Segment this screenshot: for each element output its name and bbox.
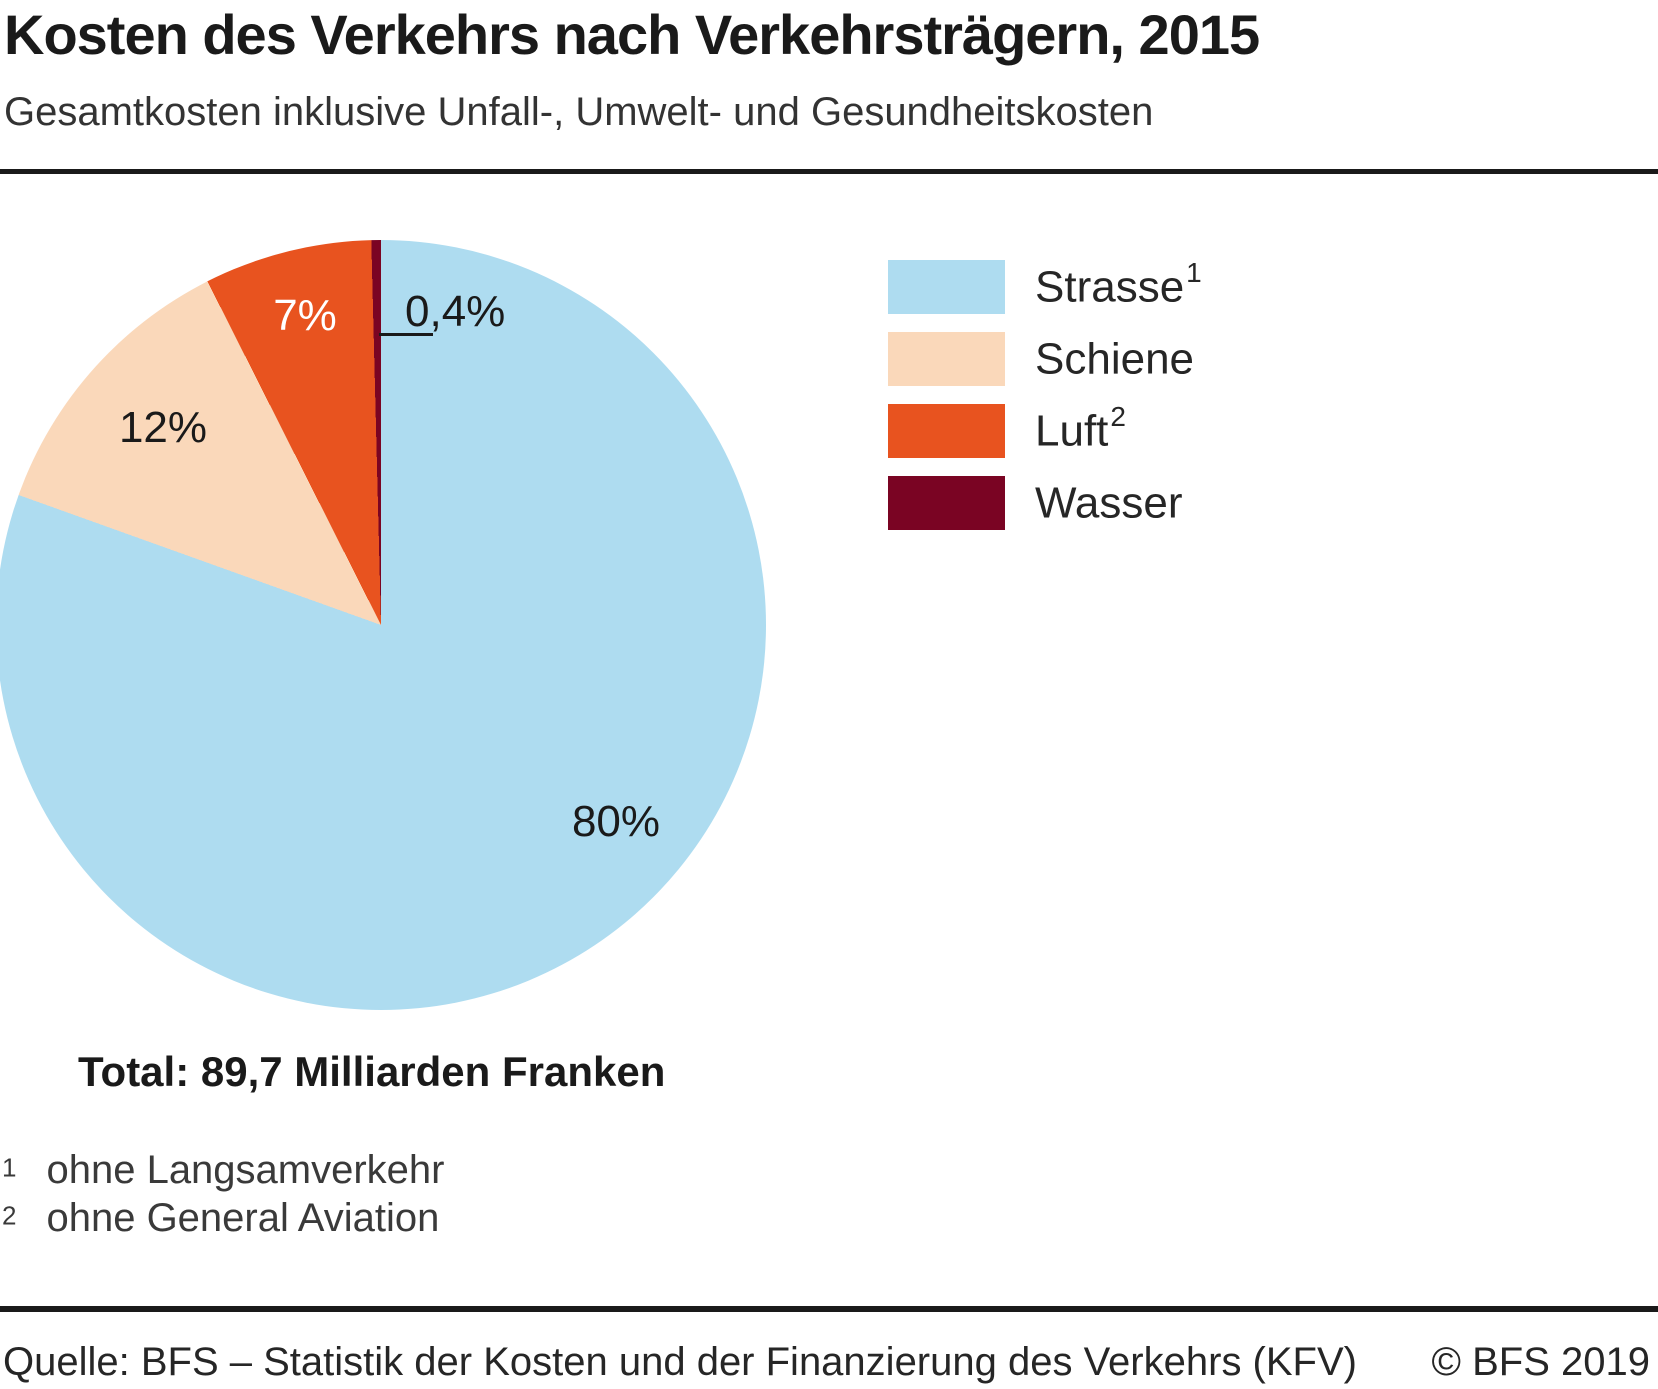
total-label: Total: 89,7 Milliarden Franken: [78, 1048, 666, 1095]
slice-label-wasser: 0,4%: [405, 287, 506, 336]
slice-label-luft: 7%: [273, 291, 337, 340]
slice-label-strasse: 80%: [571, 797, 661, 846]
footnote-marker: 2: [2, 1200, 17, 1231]
legend-footnote-ref: 2: [1110, 401, 1126, 433]
legend-item-wasser: Wasser: [888, 476, 1202, 530]
legend-label-text: Luft: [1035, 406, 1109, 456]
slice-label-schiene: 12%: [118, 403, 208, 452]
source-text: Quelle: BFS – Statistik der Kosten und d…: [3, 1340, 1357, 1384]
legend: Strasse1 Schiene Luft2 Wasser: [888, 257, 1202, 548]
legend-item-schiene: Schiene: [888, 332, 1202, 386]
legend-swatch-luft: [888, 404, 1005, 458]
footnotes: 1 ohne Langsamverkehr 2 ohne General Aviat…: [2, 1148, 445, 1244]
copyright-text: © BFS 2019: [1431, 1340, 1650, 1384]
chart-title: Kosten des Verkehrs nach Verkehrsträgern…: [4, 3, 1260, 66]
footnote-1: 1 ohne Langsamverkehr: [2, 1148, 445, 1196]
pie-chart: [0, 240, 766, 1010]
footer-divider: [0, 1306, 1658, 1312]
footnote-2: 2 ohne General Aviation: [2, 1196, 445, 1244]
legend-label-wasser: Wasser: [1035, 477, 1185, 529]
footnote-text: ohne General Aviation: [46, 1196, 440, 1240]
legend-item-strasse: Strasse1: [888, 257, 1202, 314]
legend-swatch-strasse: [888, 260, 1005, 314]
legend-label-strasse: Strasse1: [1035, 257, 1202, 313]
footer: Quelle: BFS – Statistik der Kosten und d…: [0, 1340, 1658, 1385]
legend-label-text: Strasse: [1035, 262, 1185, 312]
legend-item-luft: Luft2: [888, 401, 1202, 458]
legend-label-text: Schiene: [1035, 334, 1195, 384]
footnote-marker: 1: [2, 1152, 17, 1183]
legend-label-luft: Luft2: [1035, 401, 1126, 457]
footnote-text: ohne Langsamverkehr: [46, 1148, 445, 1192]
wasser-leader-line: [379, 333, 433, 336]
header-divider: [0, 169, 1658, 174]
chart-subtitle: Gesamtkosten inklusive Unfall-, Umwelt- …: [4, 90, 1154, 134]
legend-swatch-schiene: [888, 332, 1005, 386]
legend-label-text: Wasser: [1035, 478, 1183, 528]
legend-label-schiene: Schiene: [1035, 333, 1196, 385]
legend-swatch-wasser: [888, 476, 1005, 530]
legend-footnote-ref: 1: [1186, 257, 1202, 289]
